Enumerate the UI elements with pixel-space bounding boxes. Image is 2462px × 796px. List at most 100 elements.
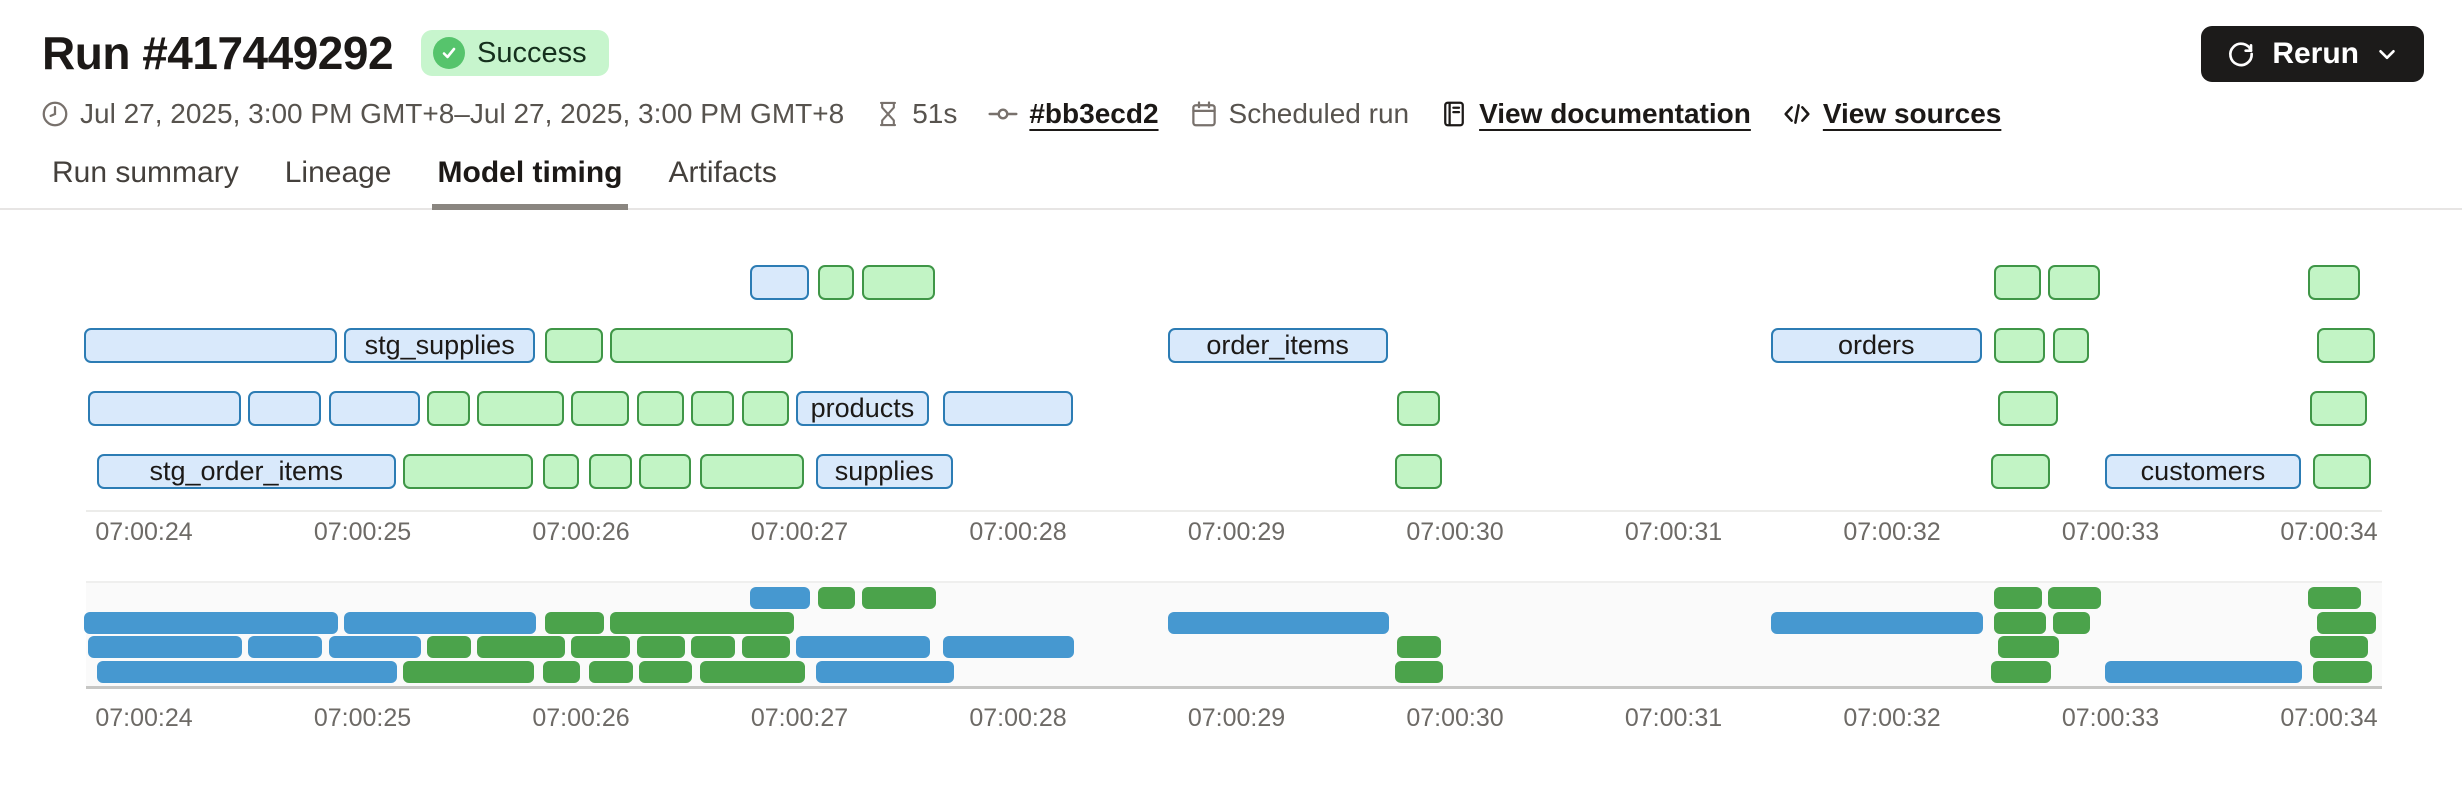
tab-run-summary[interactable]: Run summary: [52, 156, 239, 189]
tab-artifacts[interactable]: Artifacts: [668, 156, 777, 189]
timing-bar[interactable]: [2316, 328, 2376, 363]
overview-bar[interactable]: [2316, 612, 2377, 634]
timing-bar-stg_supplies[interactable]: stg_supplies: [343, 328, 536, 363]
timing-bar[interactable]: [636, 391, 685, 426]
overview-bar[interactable]: [861, 587, 937, 609]
overview-bar-order_items[interactable]: [1167, 612, 1389, 634]
overview-bar[interactable]: [328, 636, 421, 658]
overview-bar[interactable]: [2052, 612, 2090, 634]
timing-bar[interactable]: [2048, 265, 2100, 300]
document-icon: [1444, 101, 1464, 127]
rerun-button[interactable]: Rerun: [2201, 26, 2424, 82]
tab-lineage[interactable]: Lineage: [284, 156, 392, 189]
timing-bar[interactable]: [638, 454, 691, 489]
timing-bar[interactable]: [2312, 454, 2371, 489]
timing-bar-label: customers: [2140, 456, 2266, 486]
run-time-range: Jul 27, 2025, 3:00 PM GMT+8–Jul 27, 2025…: [40, 98, 844, 130]
timing-bar[interactable]: [1993, 265, 2041, 300]
timing-bar-order_items[interactable]: order_items: [1167, 328, 1388, 363]
view-sources-link[interactable]: View sources: [1781, 98, 2001, 130]
timing-bar[interactable]: [691, 391, 735, 426]
timing-bar[interactable]: [942, 391, 1073, 426]
timing-bar-orders[interactable]: orders: [1770, 328, 1982, 363]
timing-bar[interactable]: [817, 265, 855, 300]
timing-bar[interactable]: [861, 265, 936, 300]
overview-bar-stg_order_items[interactable]: [96, 661, 397, 683]
overview-bar[interactable]: [2048, 587, 2101, 609]
overview-bar[interactable]: [610, 612, 795, 634]
timing-bar-customers[interactable]: customers: [2104, 454, 2301, 489]
overview-bar-customers[interactable]: [2104, 661, 2302, 683]
view-documentation-link[interactable]: View documentation: [1439, 98, 1751, 130]
overview-bar-supplies[interactable]: [815, 661, 954, 683]
timing-bar[interactable]: [2052, 328, 2089, 363]
timing-bar-products[interactable]: products: [796, 391, 929, 426]
timing-bar[interactable]: [402, 454, 534, 489]
timing-bar[interactable]: [1397, 391, 1441, 426]
overview-bar[interactable]: [1394, 661, 1444, 683]
time-axis-tick-label: 07:00:33: [2061, 518, 2160, 546]
timing-bar[interactable]: [2308, 265, 2360, 300]
timing-bar[interactable]: [88, 391, 241, 426]
overview-bar[interactable]: [88, 636, 242, 658]
rerun-button-label: Rerun: [2272, 37, 2359, 70]
overview-bar[interactable]: [1397, 636, 1442, 658]
overview-bar[interactable]: [402, 661, 535, 683]
time-axis-tick-label: 07:00:30: [1406, 518, 1504, 546]
timing-bar[interactable]: [542, 454, 580, 489]
time-axis-tick-label: 07:00:33: [2061, 704, 2160, 732]
timing-bar-supplies[interactable]: supplies: [815, 454, 953, 489]
timing-bar[interactable]: [83, 328, 337, 363]
overview-bar[interactable]: [426, 636, 471, 658]
overview-bar[interactable]: [1993, 612, 2047, 634]
timing-bar[interactable]: [1991, 454, 2050, 489]
time-axis-tick-label: 07:00:26: [532, 518, 630, 546]
overview-bar[interactable]: [636, 636, 686, 658]
timing-bar[interactable]: [477, 391, 564, 426]
timing-bar[interactable]: [610, 328, 794, 363]
timing-bar[interactable]: [328, 391, 420, 426]
overview-bar[interactable]: [542, 661, 581, 683]
overview-bar[interactable]: [83, 612, 338, 634]
commit-link[interactable]: #bb3ecd2: [987, 98, 1159, 130]
overview-bar[interactable]: [638, 661, 692, 683]
timing-bar[interactable]: [741, 391, 789, 426]
timing-bar[interactable]: [750, 265, 809, 300]
chevron-down-icon[interactable]: [2374, 41, 2400, 67]
timing-bar[interactable]: [247, 391, 322, 426]
timing-bar[interactable]: [1997, 391, 2059, 426]
overview-bar-stg_supplies[interactable]: [343, 612, 537, 634]
overview-bar[interactable]: [1997, 636, 2060, 658]
overview-bar[interactable]: [750, 587, 810, 609]
overview-bar-orders[interactable]: [1770, 612, 1983, 634]
overview-bar-products[interactable]: [796, 636, 930, 658]
calendar-icon: [1191, 101, 1216, 127]
timing-bar[interactable]: [1394, 454, 1443, 489]
overview-bar[interactable]: [2310, 636, 2368, 658]
timing-bar[interactable]: [544, 328, 604, 363]
time-axis-tick-label: 07:00:34: [2280, 704, 2378, 732]
overview-bar[interactable]: [817, 587, 856, 609]
timing-bar[interactable]: [571, 391, 630, 426]
timing-bar-stg_order_items[interactable]: stg_order_items: [96, 454, 396, 489]
overview-bar[interactable]: [1993, 587, 2042, 609]
overview-bar[interactable]: [2312, 661, 2372, 683]
overview-bar[interactable]: [247, 636, 323, 658]
overview-bar[interactable]: [477, 636, 565, 658]
check-circle-icon: [433, 37, 466, 69]
timing-bar[interactable]: [426, 391, 470, 426]
timing-bar[interactable]: [699, 454, 805, 489]
overview-bar[interactable]: [571, 636, 631, 658]
timing-bar[interactable]: [1993, 328, 2046, 363]
overview-bar[interactable]: [741, 636, 790, 658]
overview-bar[interactable]: [691, 636, 736, 658]
timing-bar[interactable]: [2310, 391, 2367, 426]
tab-model-timing[interactable]: Model timing: [431, 156, 629, 210]
overview-bar[interactable]: [699, 661, 806, 683]
overview-bar[interactable]: [942, 636, 1074, 658]
timing-bar[interactable]: [588, 454, 632, 489]
overview-bar[interactable]: [1991, 661, 2051, 683]
overview-bar[interactable]: [2308, 587, 2361, 609]
overview-bar[interactable]: [544, 612, 605, 634]
overview-bar[interactable]: [588, 661, 633, 683]
